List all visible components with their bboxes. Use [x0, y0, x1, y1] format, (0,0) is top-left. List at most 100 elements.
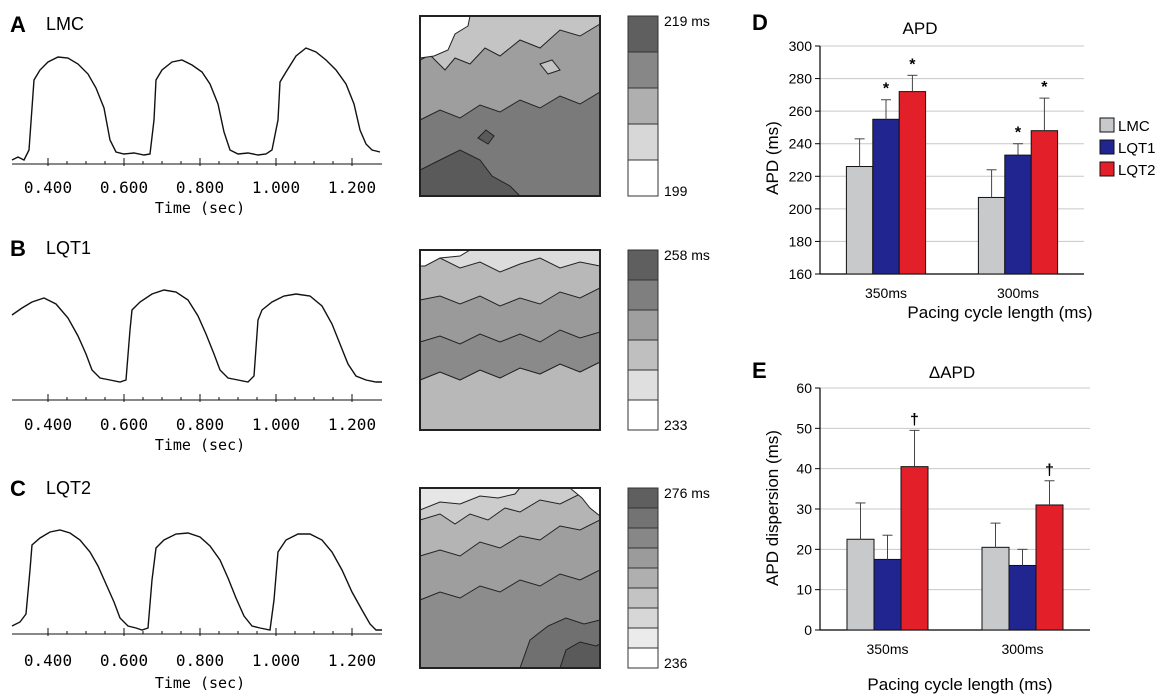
tick-label-b-2: 0.800	[176, 415, 224, 434]
chart-0-sig-mark-LQT1-350ms: *	[883, 81, 890, 98]
chart-0-ytick-label-1: 180	[789, 233, 813, 249]
scale-swatch-2-7	[627, 627, 659, 649]
chart-0-bar-LQT2-350ms	[898, 91, 927, 275]
tick-label-c-0: 0.400	[24, 651, 72, 670]
chart-1-ytick-label-2: 20	[796, 541, 812, 557]
panel-label-c: LQT2	[46, 478, 91, 498]
chart-0-ytick-label-0: 160	[789, 266, 813, 282]
scale-min-b: 233	[664, 417, 688, 433]
scale-swatch-2-6	[627, 607, 659, 629]
tick-label-c-2: 0.800	[176, 651, 224, 670]
scale-swatch-1-4	[627, 369, 659, 401]
chart-0-ytick-label-5: 260	[789, 103, 813, 119]
tick-label-b-0: 0.400	[24, 415, 72, 434]
tick-label-a-1: 0.600	[100, 178, 148, 197]
scale-swatch-2-1	[627, 507, 659, 529]
row-c: C LQT2 0.400 0.600 0.800 1.000 1.200 Tim…	[10, 476, 601, 692]
ticks-b	[47, 394, 353, 402]
scale-swatch-0-0	[627, 15, 659, 53]
chart-e-xlabel: Pacing cycle length (ms)	[867, 675, 1052, 694]
tick-label-b-4: 1.200	[328, 415, 376, 434]
scale-bars	[627, 15, 659, 669]
chart-e-title: ΔAPD	[929, 363, 975, 382]
legend-label-LQT1: LQT1	[1118, 140, 1156, 157]
chart-0-bar-LMC-300ms	[977, 196, 1006, 275]
scale-max-b: 258 ms	[664, 247, 710, 263]
svg-text:D: D	[752, 10, 768, 35]
ticks-c	[47, 628, 353, 636]
chart-1-category-label-0: 350ms	[866, 641, 908, 657]
time-label-a: Time (sec)	[155, 199, 245, 217]
chart-0-ytick-label-7: 300	[789, 38, 813, 54]
scale-max-c: 276 ms	[664, 485, 710, 501]
row-a: A LMC 0.400 0.600 0.800 1.000 1.200 Time…	[10, 12, 601, 217]
chart-0-bar-LMC-350ms	[845, 166, 874, 275]
panel-letter-c: C	[10, 476, 26, 501]
scale-min-a: 199	[664, 183, 688, 199]
chart-0-sig-mark-LQT2-350ms: *	[909, 56, 916, 73]
tick-label-b-3: 1.000	[252, 415, 300, 434]
scale-swatch-0-1	[627, 51, 659, 89]
scale-swatch-2-5	[627, 587, 659, 609]
chart-0-ytick-label-2: 200	[789, 201, 813, 217]
trace-a	[11, 47, 381, 161]
scale-swatch-2-0	[627, 487, 659, 509]
chart-1-ytick-label-3: 30	[796, 501, 812, 517]
panel-e-dispersion-chart: E ΔAPD Pacing cycle length (ms) APD disp…	[752, 358, 1090, 694]
chart-1-sig-mark-LQT2-300ms: †	[1045, 462, 1054, 479]
chart-0-category-label-1: 300ms	[997, 285, 1039, 301]
ticks-a	[47, 158, 353, 166]
chart-1-bar-LQT2-300ms	[1035, 504, 1064, 631]
row-b: B LQT1 0.400 0.600 0.800 1.000 1.200 Tim…	[10, 236, 601, 454]
svg-text:E: E	[752, 358, 767, 383]
chart-1-ytick-label-4: 40	[796, 461, 812, 477]
panel-label-a: LMC	[46, 14, 84, 34]
scale-swatch-0-3	[627, 123, 659, 161]
scale-swatch-2-2	[627, 527, 659, 549]
panel-letter-b: B	[10, 236, 26, 261]
chart-0-bar-LQT1-350ms	[872, 118, 900, 275]
chart-0-bar-LQT2-300ms	[1030, 130, 1059, 275]
panel-letter-a: A	[10, 12, 26, 37]
scale-swatch-2-4	[627, 567, 659, 589]
chart-d-xlabel: Pacing cycle length (ms)	[907, 303, 1092, 322]
tick-label-c-3: 1.000	[252, 651, 300, 670]
scale-swatch-1-1	[627, 279, 659, 311]
chart-1-bar-LQT2-350ms	[900, 466, 929, 631]
legend: LMC LQT1 LQT2	[1099, 117, 1156, 179]
chart-d-title: APD	[903, 19, 938, 38]
chart-1-bar-LMC-300ms	[981, 546, 1010, 631]
scale-max-a: 219 ms	[664, 13, 710, 29]
chart-e-ylabel: APD dispersion (ms)	[763, 430, 782, 586]
scale-swatch-1-5	[627, 399, 659, 431]
chart-d-ylabel: APD (ms)	[763, 121, 782, 195]
trace-c	[11, 529, 382, 631]
tick-label-a-2: 0.800	[176, 178, 224, 197]
tick-label-c-4: 1.200	[328, 651, 376, 670]
contour-map-b	[419, 249, 601, 431]
time-label-c: Time (sec)	[155, 674, 245, 692]
chart-0-category-label-0: 350ms	[865, 285, 907, 301]
tick-label-b-1: 0.600	[100, 415, 148, 434]
time-label-b: Time (sec)	[155, 436, 245, 454]
chart-0-bar-LQT1-300ms	[1004, 154, 1032, 275]
legend-label-LQT2: LQT2	[1118, 162, 1156, 179]
chart-1-ytick-label-0: 0	[804, 622, 812, 638]
scale-swatch-2-8	[627, 647, 659, 669]
scale-swatch-2-3	[627, 547, 659, 569]
chart-1-bar-LQT1-300ms	[1008, 564, 1037, 631]
chart-1-bar-LMC-350ms	[846, 538, 875, 631]
scale-swatch-1-3	[627, 339, 659, 371]
chart-1-category-label-1: 300ms	[1001, 641, 1043, 657]
scale-min-c: 236	[664, 655, 688, 671]
legend-swatch-LQT2	[1099, 161, 1115, 177]
scale-swatch-1-0	[627, 249, 659, 281]
legend-swatch-LMC	[1099, 117, 1115, 133]
chart-0-ytick-label-3: 220	[789, 168, 813, 184]
chart-1-bar-LQT1-350ms	[873, 558, 902, 631]
tick-label-a-3: 1.000	[252, 178, 300, 197]
chart-1-ytick-label-5: 50	[796, 420, 812, 436]
chart-0-ytick-label-6: 280	[789, 71, 813, 87]
tick-label-a-4: 1.200	[328, 178, 376, 197]
